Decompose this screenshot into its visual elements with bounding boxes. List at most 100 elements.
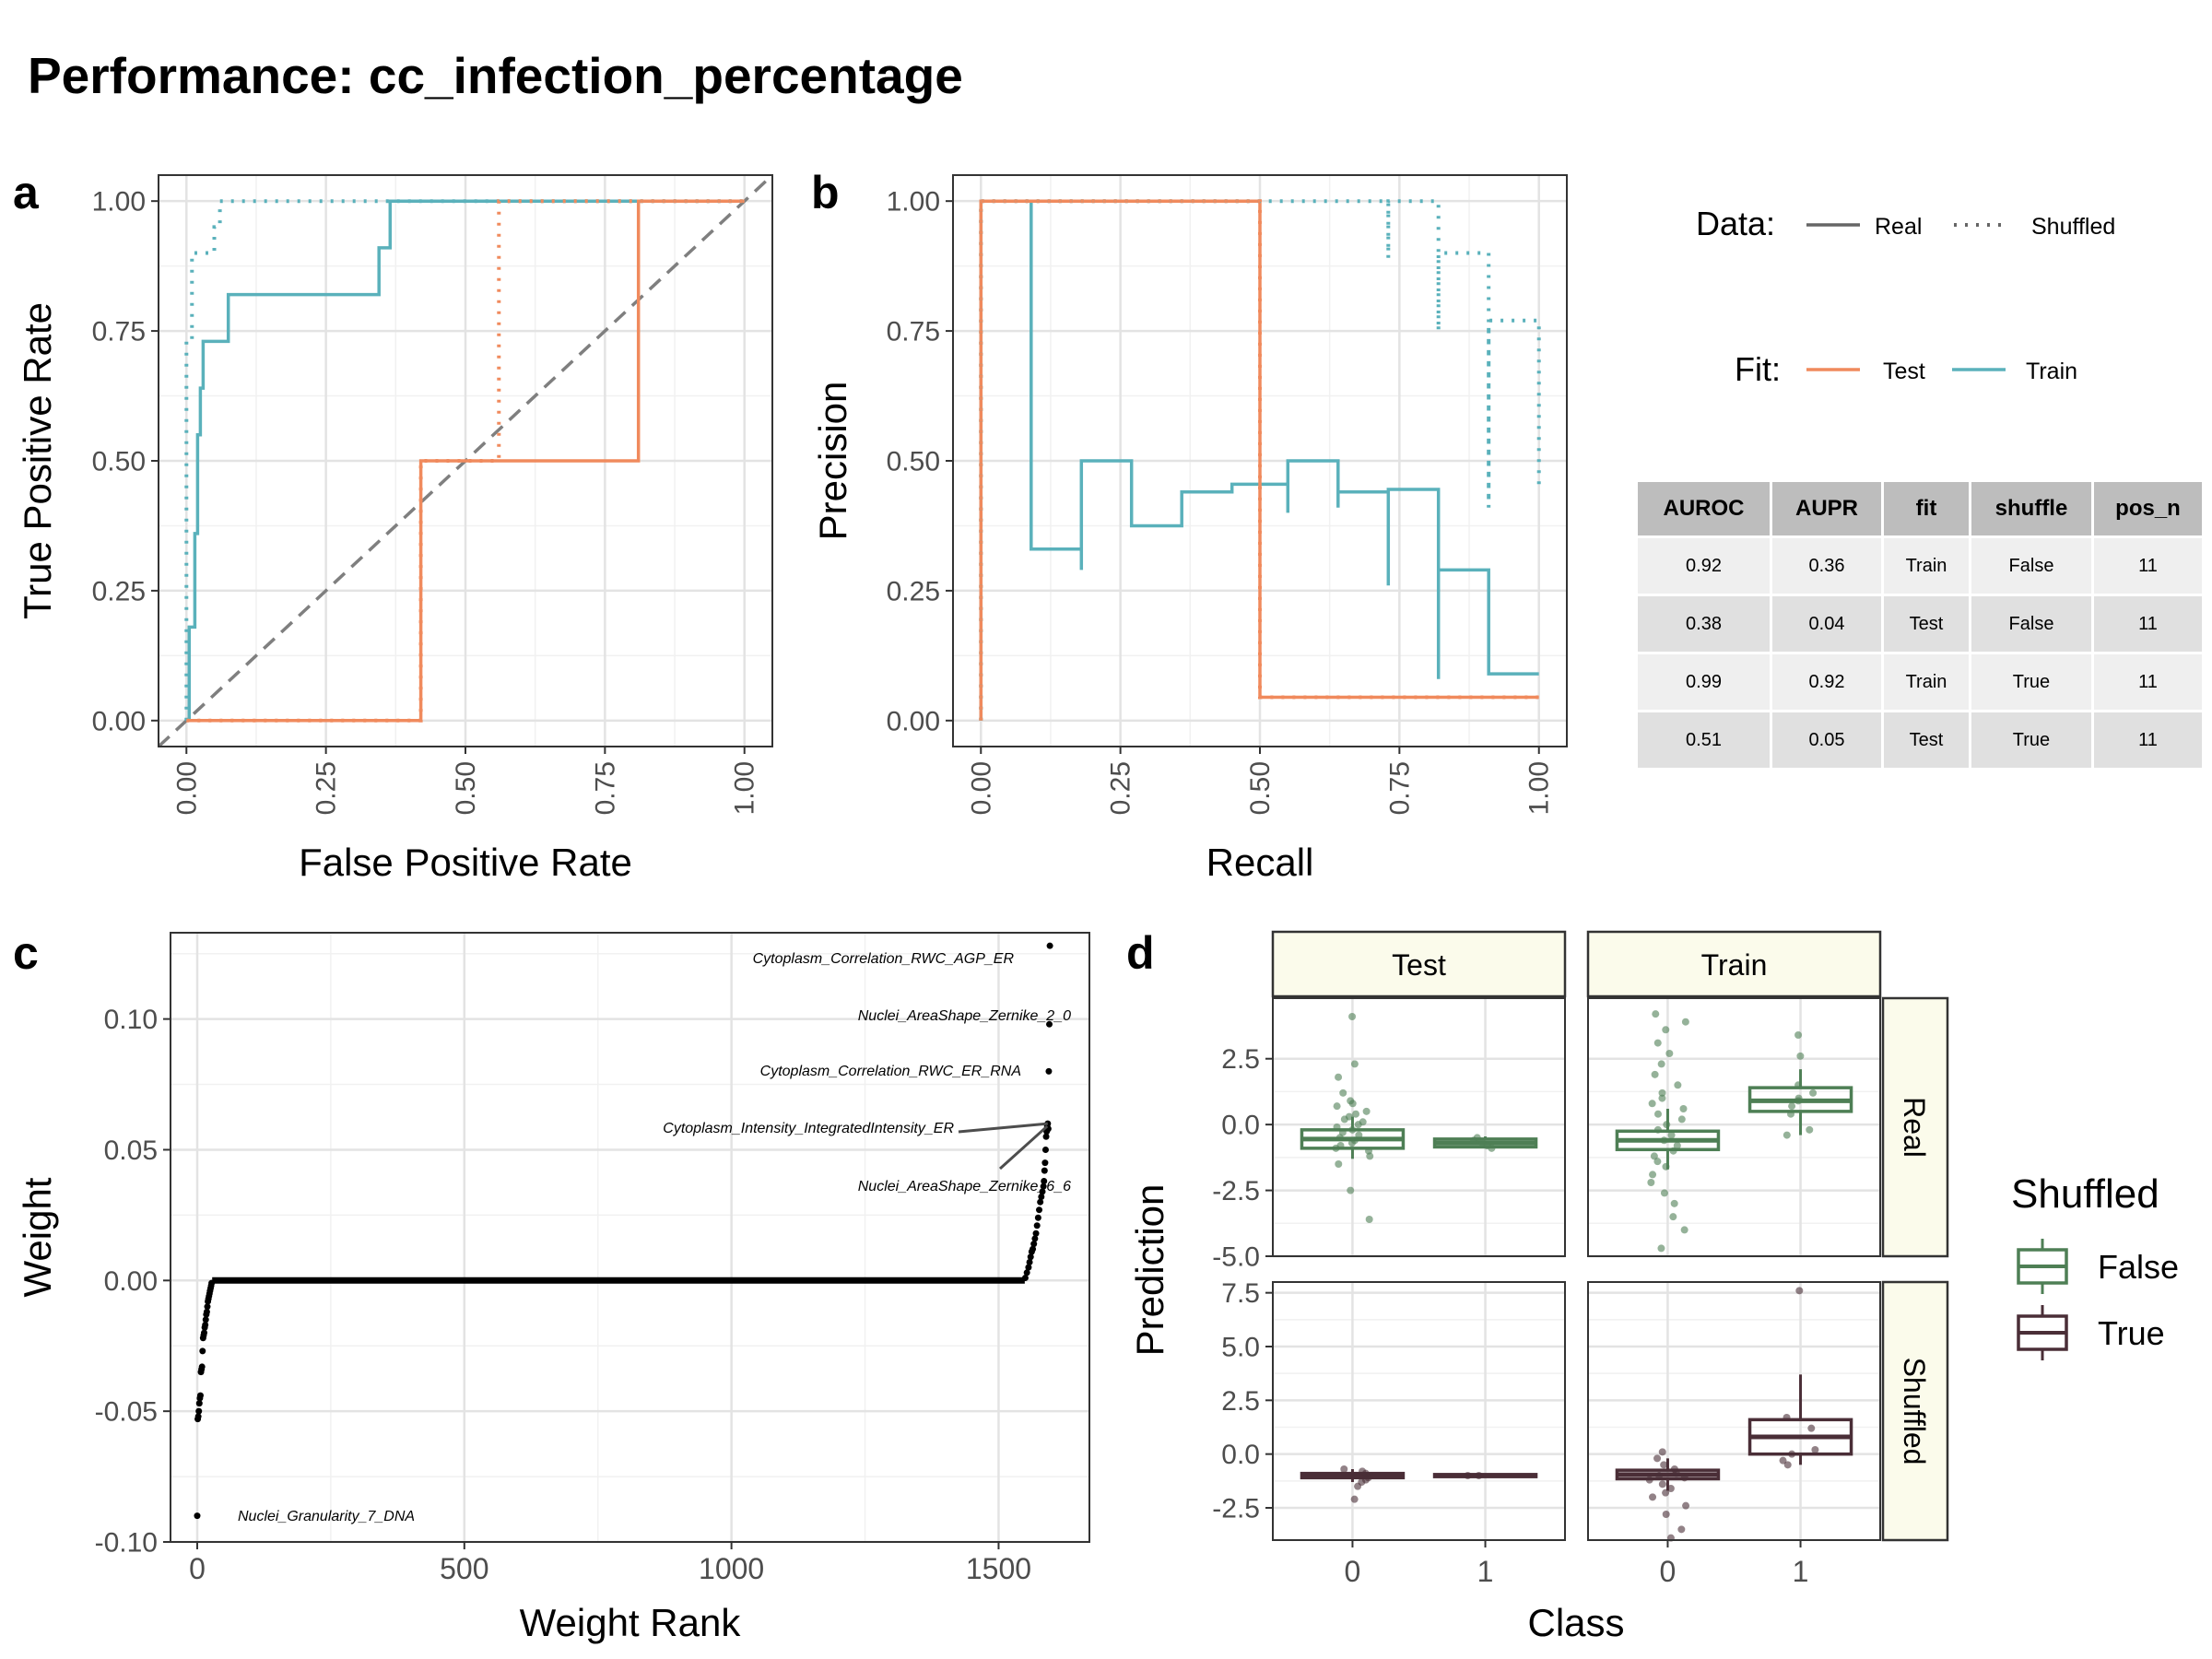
- table-cell: Test: [1884, 712, 1969, 768]
- prediction-point: [1657, 1060, 1665, 1068]
- table-row: 0.38 0.04 Test False 11: [1638, 596, 2202, 652]
- prediction-point: [1653, 1158, 1662, 1166]
- prediction-point: [1340, 1465, 1348, 1473]
- roc-series-train-shuffled: [184, 199, 745, 721]
- weight-point: [1038, 1194, 1045, 1201]
- table-header-aupr: AUPR: [1772, 482, 1881, 535]
- x-tick-label: 1.00: [1524, 761, 1555, 815]
- weight-point: [194, 1413, 202, 1420]
- weight-point: [1023, 1269, 1030, 1277]
- prediction-point: [1663, 1121, 1671, 1129]
- table-cell: 0.51: [1638, 712, 1770, 768]
- prediction-point: [1340, 1115, 1348, 1124]
- prediction-point: [1796, 1052, 1805, 1060]
- prediction-point: [1795, 1287, 1804, 1295]
- weight-point: [195, 1400, 203, 1407]
- table-cell: False: [1971, 538, 2091, 594]
- feature-annotation: Nuclei_AreaShape_Zernike_6_6: [858, 1179, 1071, 1194]
- weight-point: [1046, 942, 1053, 949]
- prediction-point: [1682, 1501, 1690, 1510]
- y-tick-label: -0.10: [95, 1528, 158, 1559]
- prediction-point: [1354, 1482, 1362, 1490]
- legend-shuffled-title: Shuffled: [2011, 1171, 2159, 1217]
- x-tick-label: 0.50: [1245, 761, 1276, 815]
- weight-point: [194, 1512, 201, 1520]
- prediction-point: [1660, 1136, 1668, 1145]
- prediction-point: [1335, 1160, 1343, 1168]
- y-tick-label: 0.50: [92, 447, 146, 477]
- prediction-point: [1669, 1213, 1677, 1221]
- prediction-point: [1652, 1010, 1660, 1018]
- y-tick-label: 0.75: [92, 317, 146, 347]
- x-tick-label: 0: [189, 1552, 206, 1585]
- prediction-point: [1674, 1081, 1682, 1089]
- prediction-point: [1332, 1144, 1340, 1152]
- prediction-point: [1787, 1110, 1795, 1118]
- annotation-leader-line: [958, 1122, 1048, 1134]
- prediction-point: [1679, 1105, 1688, 1112]
- prediction-point: [1651, 1070, 1659, 1078]
- prediction-point: [1809, 1088, 1818, 1097]
- table-cell: Test: [1884, 596, 1969, 652]
- table-row: 0.99 0.92 Train True 11: [1638, 654, 2202, 710]
- prediction-point: [1355, 1131, 1363, 1139]
- table-cell: 11: [2094, 596, 2202, 652]
- y-tick-label: 2.5: [1221, 1386, 1260, 1417]
- prediction-point: [1807, 1424, 1816, 1432]
- x-tick-label: 0.50: [451, 761, 481, 815]
- weight-point: [1033, 1222, 1041, 1230]
- facet-strip-train: [1586, 930, 1882, 998]
- prediction-point: [1354, 1121, 1362, 1129]
- x-tick-label: 0.25: [1106, 761, 1136, 815]
- feature-annotation: Cytoplasm_Correlation_RWC_AGP_ER: [753, 951, 1015, 967]
- y-tick-label: 0.00: [104, 1266, 158, 1297]
- weight-point: [1030, 1245, 1037, 1253]
- table-cell: True: [1971, 654, 2091, 710]
- y-tick-label: 1.00: [887, 187, 940, 218]
- prediction-point: [1647, 1179, 1655, 1186]
- prediction-point: [1788, 1450, 1796, 1458]
- x-axis-title: Weight Rank: [520, 1601, 742, 1644]
- table-cell: Train: [1884, 538, 1969, 594]
- facet-strip-test: [1271, 930, 1567, 998]
- x-tick-label: 0.75: [590, 761, 620, 815]
- y-tick-label: 0.00: [887, 706, 940, 736]
- prediction-point: [1783, 1461, 1792, 1469]
- table-header-shuffle: shuffle: [1971, 482, 2091, 535]
- table-cell: 0.92: [1638, 538, 1770, 594]
- y-axis-title: Prediction: [1128, 1184, 1171, 1357]
- weight-point: [1041, 1146, 1049, 1153]
- y-tick-label: -2.5: [1212, 1176, 1260, 1206]
- prediction-point: [1347, 1186, 1355, 1194]
- facet-strip-real: [1881, 996, 1949, 1258]
- prediction-point: [1779, 1456, 1787, 1465]
- weight-point: [201, 1329, 208, 1336]
- facet-label: Real: [1898, 1097, 1931, 1158]
- table-cell: 11: [2094, 712, 2202, 768]
- table-row: 0.92 0.36 Train False 11: [1638, 538, 2202, 594]
- y-tick-label: -5.0: [1212, 1242, 1260, 1273]
- table-cell: False: [1971, 596, 2091, 652]
- prediction-point: [1677, 1525, 1686, 1534]
- facet-strip-shuffled: [1881, 1280, 1949, 1542]
- prediction-point: [1662, 1162, 1670, 1171]
- prediction-point: [1654, 1110, 1663, 1118]
- prediction-point: [1653, 1125, 1662, 1134]
- prediction-point: [1658, 1088, 1666, 1097]
- legend-shuffled-label: Shuffled: [2031, 214, 2115, 240]
- prediction-point: [1794, 1081, 1803, 1089]
- prediction-point: [1645, 1476, 1653, 1484]
- feature-annotation: Cytoplasm_Correlation_RWC_ER_RNA: [760, 1064, 1021, 1079]
- weight-point: [202, 1316, 209, 1324]
- weight-point: [1030, 1241, 1038, 1248]
- prediction-point: [1649, 1493, 1657, 1501]
- roc-series-test-real: [186, 199, 745, 723]
- weight-point: [204, 1303, 211, 1311]
- x-tick-label: 0.75: [1384, 761, 1415, 815]
- prediction-point: [1660, 1461, 1668, 1469]
- prediction-point: [1788, 1102, 1796, 1111]
- legend-label: False: [2098, 1248, 2179, 1286]
- prediction-point: [1783, 1414, 1791, 1421]
- prediction-point: [1794, 1031, 1803, 1039]
- table-cell: True: [1971, 712, 2091, 768]
